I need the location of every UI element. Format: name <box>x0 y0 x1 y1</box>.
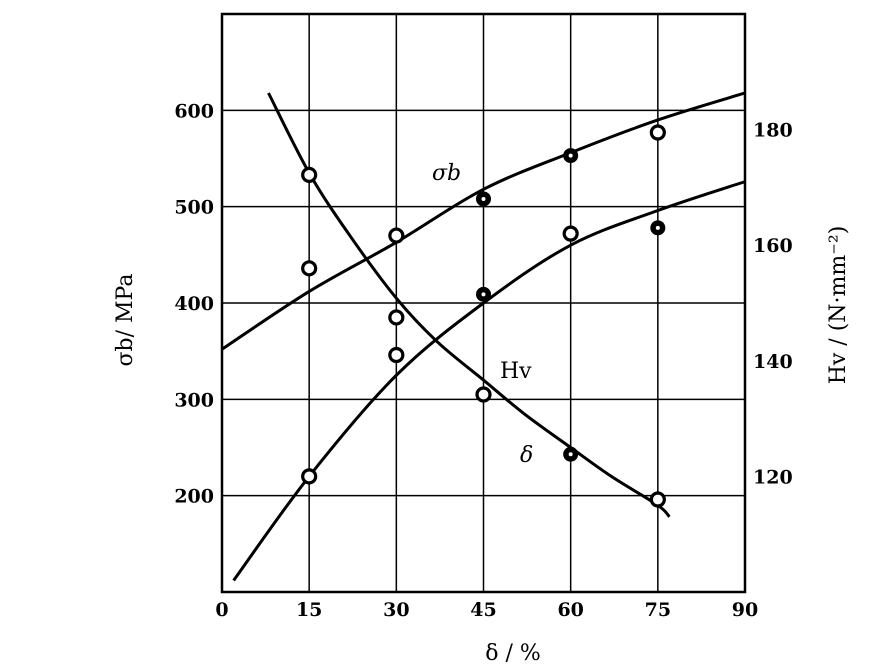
curve-label-sigma: σb <box>432 161 461 186</box>
data-point-hollow <box>562 225 579 242</box>
tick-labels: 0 15 30 45 60 75 90 200 300 400 500 600 120 140 160 180 <box>174 100 792 621</box>
x-tick-label: 0 <box>215 599 228 621</box>
data-point-center <box>568 452 573 457</box>
y-right-tick-label: 140 <box>753 351 793 373</box>
curve-label-delta: δ <box>520 443 533 468</box>
curve-label-hv: Hv <box>500 359 532 384</box>
data-point-hollow <box>649 491 666 508</box>
x-tick-label: 45 <box>470 599 496 621</box>
x-tick-label: 90 <box>732 599 758 621</box>
x-tick-label: 15 <box>296 599 322 621</box>
data-point-hollow <box>301 166 318 183</box>
y-left-tick-label: 200 <box>174 486 214 508</box>
x-tick-label: 30 <box>383 599 409 621</box>
y-right-tick-label: 180 <box>753 120 793 142</box>
data-point-hollow <box>388 227 405 244</box>
x-axis-title: δ / % <box>485 641 541 666</box>
series-curve-0 <box>221 91 746 351</box>
y-left-tick-label: 500 <box>174 197 214 219</box>
series-curve-2 <box>267 92 671 518</box>
data-point-center <box>655 225 660 230</box>
x-tick-label: 75 <box>645 599 671 621</box>
y-right-axis-title: Hv / (N·mm⁻²) <box>826 226 851 385</box>
series-curve-1 <box>232 180 746 582</box>
data-point-hollow <box>301 260 318 277</box>
data-point-hollow <box>388 346 405 364</box>
grid <box>222 14 745 592</box>
data-point-center <box>481 292 486 297</box>
y-left-axis-title: σb/ MPa <box>113 274 138 367</box>
y-right-tick-label: 160 <box>753 235 793 257</box>
data-point-hollow <box>388 309 405 326</box>
data-point-hollow <box>649 124 666 141</box>
data-point-center <box>481 196 486 201</box>
data-point-center <box>568 153 573 158</box>
y-left-tick-label: 300 <box>174 389 214 411</box>
data-point-hollow <box>301 468 318 485</box>
y-left-tick-label: 400 <box>174 293 214 315</box>
data-point-hollow <box>475 386 492 403</box>
markers <box>301 124 666 508</box>
x-tick-label: 60 <box>557 599 583 621</box>
y-right-tick-label: 120 <box>753 466 793 488</box>
plot-frame <box>220 12 747 594</box>
y-left-tick-label: 600 <box>174 100 214 122</box>
